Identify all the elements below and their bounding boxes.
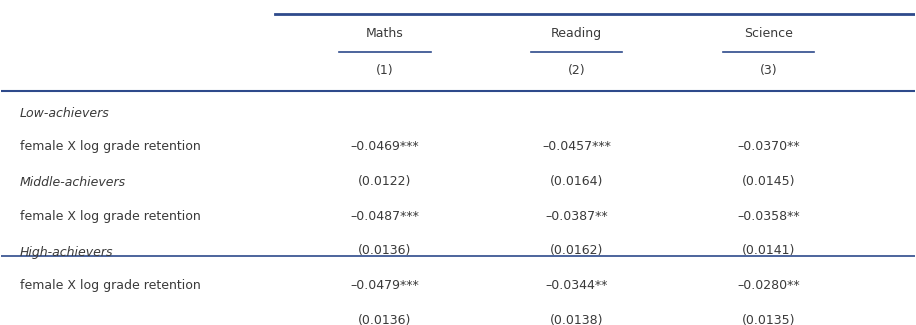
Text: female X log grade retention: female X log grade retention <box>19 140 201 153</box>
Text: –0.0358**: –0.0358** <box>737 210 800 223</box>
Text: Low-achievers: Low-achievers <box>19 107 109 120</box>
Text: (1): (1) <box>376 64 394 77</box>
Text: (0.0138): (0.0138) <box>550 314 604 325</box>
Text: (0.0135): (0.0135) <box>742 314 795 325</box>
Text: (0.0122): (0.0122) <box>358 175 411 188</box>
Text: –0.0469***: –0.0469*** <box>351 140 420 153</box>
Text: (3): (3) <box>759 64 778 77</box>
Text: female X log grade retention: female X log grade retention <box>19 210 201 223</box>
Text: (0.0136): (0.0136) <box>358 244 411 257</box>
Text: –0.0344**: –0.0344** <box>546 279 608 292</box>
Text: Science: Science <box>744 27 793 40</box>
Text: (0.0141): (0.0141) <box>742 244 795 257</box>
Text: –0.0479***: –0.0479*** <box>351 279 420 292</box>
Text: –0.0457***: –0.0457*** <box>542 140 611 153</box>
Text: Maths: Maths <box>366 27 404 40</box>
Text: High-achievers: High-achievers <box>19 246 114 259</box>
Text: female X log grade retention: female X log grade retention <box>19 279 201 292</box>
Text: (0.0136): (0.0136) <box>358 314 411 325</box>
Text: –0.0280**: –0.0280** <box>737 279 800 292</box>
Text: –0.0487***: –0.0487*** <box>351 210 420 223</box>
Text: (2): (2) <box>568 64 585 77</box>
Text: –0.0370**: –0.0370** <box>737 140 800 153</box>
Text: (0.0145): (0.0145) <box>742 175 795 188</box>
Text: Middle-achievers: Middle-achievers <box>19 176 125 189</box>
Text: –0.0387**: –0.0387** <box>545 210 608 223</box>
Text: (0.0162): (0.0162) <box>550 244 604 257</box>
Text: Reading: Reading <box>551 27 603 40</box>
Text: (0.0164): (0.0164) <box>550 175 604 188</box>
